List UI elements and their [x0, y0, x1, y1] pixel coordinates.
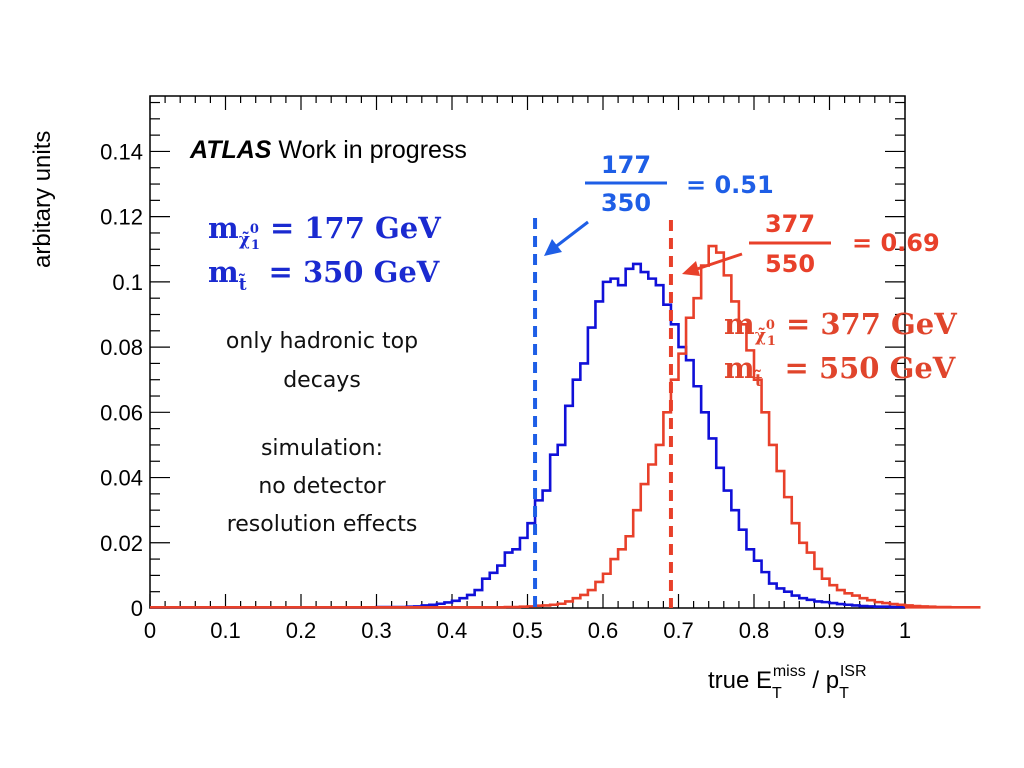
x-tick-label: 0.9	[814, 618, 845, 643]
y-tick-label: 0.04	[100, 466, 143, 491]
svg-text:decays: decays	[283, 368, 361, 393]
x-tick-labels: 0 0.1 0.2 0.3 0.4 0.5 0.6 0.7 0.8 0.9 1	[144, 618, 911, 643]
x-tick-label: 1	[899, 618, 911, 643]
x-tick-label: 0.7	[663, 618, 694, 643]
axis-ticks	[149, 96, 906, 609]
x-tick-label: 0.8	[739, 618, 770, 643]
histogram-series	[150, 244, 981, 609]
x-tick-label: 0.6	[588, 618, 619, 643]
blue-mass-labels: mχ̃0 1= 177 GeV mt̃ = 350 GeV	[208, 211, 441, 295]
x-tick-label: 0.3	[361, 618, 392, 643]
x-tick-label: 0	[144, 618, 156, 643]
y-tick-label: 0	[131, 596, 143, 621]
x-tick-label: 0.4	[437, 618, 468, 643]
svg-text:mt̃= 350 GeV: mt̃ = 350 GeV	[208, 255, 440, 295]
svg-text:no detector: no detector	[258, 474, 386, 499]
y-tick-label: 0.12	[100, 205, 143, 230]
y-tick-label: 0.06	[100, 400, 143, 425]
y-tick-label: 0.08	[100, 335, 143, 360]
red-mass-labels: mχ̃0 1= 377 GeV mt̃ = 550 GeV	[724, 307, 957, 391]
x-tick-label: 0.1	[210, 618, 241, 643]
note-hadronic: only hadronic top decays	[226, 329, 418, 393]
x-tick-label: 0.5	[512, 618, 543, 643]
red-arrow	[682, 252, 743, 276]
svg-text:mχ̃01= 177 GeV: mχ̃0 1= 177 GeV	[208, 211, 441, 253]
y-axis-label: arbitary units	[29, 131, 56, 268]
svg-text:simulation:: simulation:	[261, 436, 383, 461]
y-tick-label: 0.1	[112, 270, 143, 295]
svg-text:550: 550	[765, 250, 815, 278]
svg-text:177: 177	[601, 151, 651, 179]
svg-text:mt̃= 550 GeV: mt̃ = 550 GeV	[724, 351, 956, 391]
x-tick-label: 0.2	[286, 618, 317, 643]
note-simulation: simulation: no detector resolution effec…	[227, 436, 418, 537]
svg-text:377: 377	[765, 210, 815, 238]
y-tick-label: 0.14	[100, 139, 143, 164]
y-tick-labels: 0 0.02 0.04 0.06 0.08 0.1 0.12 0.14	[100, 139, 143, 621]
svg-text:= 0.69: = 0.69	[852, 229, 940, 257]
atlas-label: ATLAS Work in progress	[189, 136, 467, 164]
y-tick-label: 0.02	[100, 531, 143, 556]
svg-text:resolution effects: resolution effects	[227, 512, 418, 537]
svg-text:350: 350	[601, 189, 651, 217]
x-axis-label: true ETmiss / pTISR	[708, 663, 867, 702]
blue-ratio: 177 350 = 0.51	[585, 151, 774, 217]
histogram-series-2	[150, 244, 981, 609]
red-ratio: 377 550 = 0.69	[749, 210, 940, 278]
vertical-reference-lines	[533, 218, 673, 608]
svg-text:only hadronic top: only hadronic top	[226, 329, 418, 354]
svg-text:= 0.51: = 0.51	[686, 171, 774, 199]
histogram-series-1	[150, 262, 907, 609]
blue-arrow	[544, 220, 589, 256]
svg-text:mχ̃01= 377 GeV: mχ̃0 1= 377 GeV	[724, 307, 957, 349]
